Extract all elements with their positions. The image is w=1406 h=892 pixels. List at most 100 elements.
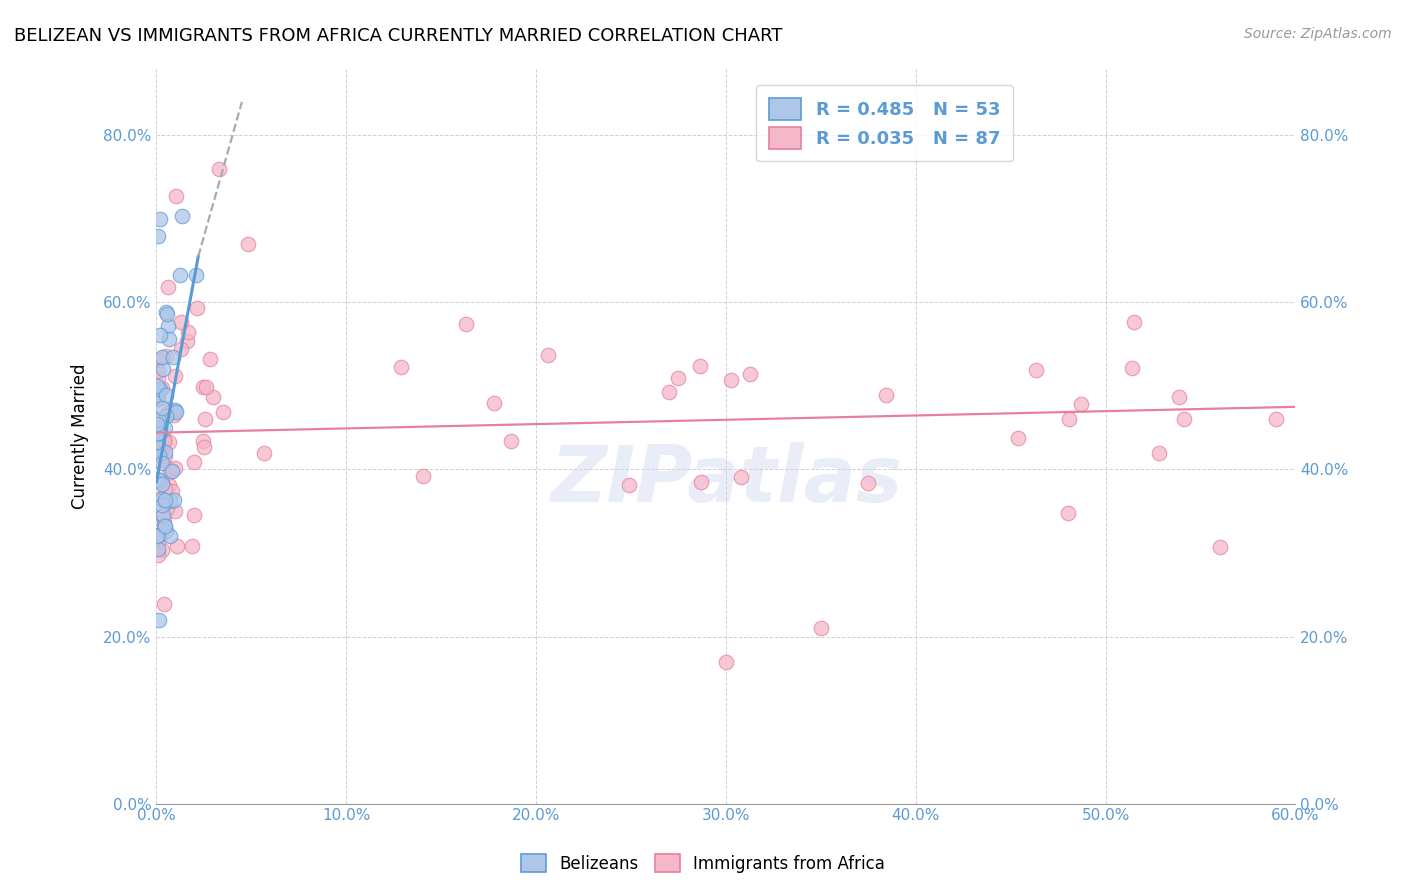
Point (157, 319, 180, 334)
Point (155, 388, 177, 402)
Point (150, 381, 173, 395)
Point (165, 405, 187, 419)
Point (1121, 361, 1143, 376)
Point (146, 392, 169, 406)
Point (149, 328, 172, 343)
Point (159, 403, 181, 417)
Point (163, 504, 186, 518)
Point (1123, 315, 1146, 329)
Point (148, 414, 170, 428)
Point (714, 655, 737, 669)
Point (193, 434, 215, 448)
Point (146, 383, 169, 397)
Point (194, 412, 217, 426)
Point (1147, 445, 1170, 459)
Point (163, 402, 186, 417)
Text: ZIPatlas: ZIPatlas (550, 442, 903, 518)
Point (152, 350, 174, 364)
Point (730, 469, 752, 483)
Point (193, 440, 215, 454)
Point (149, 422, 172, 436)
Point (658, 385, 681, 400)
Point (212, 405, 235, 419)
Point (155, 408, 177, 422)
Point (146, 427, 169, 442)
Point (148, 473, 170, 487)
Point (194, 380, 217, 394)
Point (152, 543, 174, 558)
Point (146, 392, 169, 406)
Point (183, 508, 205, 523)
Point (148, 228, 170, 243)
Point (150, 401, 173, 415)
Point (155, 445, 177, 459)
Point (1007, 431, 1029, 445)
Y-axis label: Currently Married: Currently Married (72, 363, 89, 508)
Point (149, 526, 172, 541)
Point (146, 417, 169, 431)
Point (146, 472, 169, 486)
Point (157, 434, 180, 449)
Point (689, 359, 711, 373)
Point (149, 447, 172, 461)
Point (202, 390, 225, 404)
Point (166, 539, 188, 553)
Point (146, 541, 169, 556)
Point (146, 411, 169, 425)
Point (153, 492, 176, 507)
Point (155, 524, 177, 539)
Point (155, 421, 177, 435)
Point (148, 371, 170, 385)
Point (148, 548, 170, 562)
Point (1173, 412, 1195, 426)
Point (163, 408, 186, 422)
Point (148, 492, 170, 507)
Point (1057, 412, 1080, 426)
Point (146, 388, 169, 402)
Point (156, 279, 179, 293)
Point (1025, 363, 1047, 377)
Point (1168, 390, 1191, 404)
Point (454, 317, 477, 331)
Point (184, 268, 207, 282)
Point (150, 456, 173, 470)
Point (181, 539, 204, 553)
Point (149, 211, 172, 226)
Point (155, 308, 177, 322)
Point (153, 434, 176, 449)
Point (170, 209, 193, 223)
Point (157, 478, 180, 492)
Point (1265, 412, 1288, 426)
Point (389, 360, 412, 375)
Point (163, 369, 186, 384)
Point (149, 426, 172, 441)
Point (148, 613, 170, 627)
Point (160, 464, 183, 478)
Point (1070, 397, 1092, 411)
Point (165, 189, 187, 203)
Point (148, 528, 170, 542)
Point (1056, 506, 1078, 520)
Point (162, 493, 184, 508)
Point (146, 434, 169, 449)
Point (159, 461, 181, 475)
Text: Source: ZipAtlas.com: Source: ZipAtlas.com (1244, 27, 1392, 41)
Point (482, 396, 505, 410)
Point (155, 450, 177, 464)
Point (738, 368, 761, 382)
Point (186, 301, 208, 315)
Point (183, 455, 205, 469)
Legend: R = 0.485   N = 53, R = 0.035   N = 87: R = 0.485 N = 53, R = 0.035 N = 87 (756, 85, 1014, 161)
Point (148, 364, 170, 378)
Point (856, 476, 879, 491)
Point (236, 236, 259, 251)
Point (501, 434, 523, 448)
Point (170, 315, 193, 329)
Point (157, 332, 180, 346)
Point (253, 445, 276, 459)
Point (689, 475, 711, 489)
Point (1209, 541, 1232, 555)
Point (150, 491, 173, 506)
Point (152, 362, 174, 376)
Point (153, 597, 176, 611)
